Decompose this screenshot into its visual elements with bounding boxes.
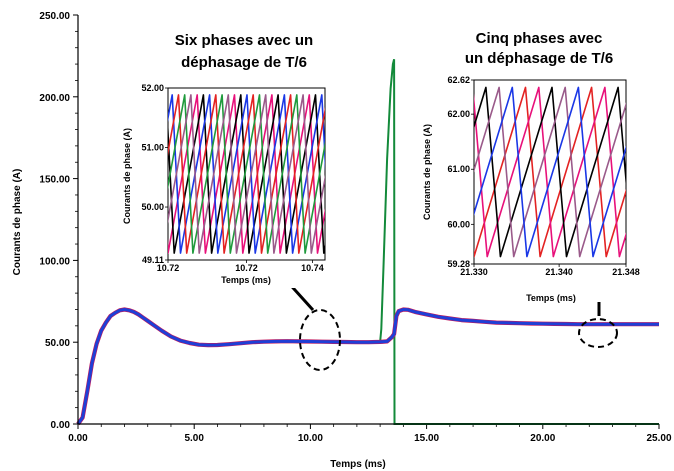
inset-five-series-group — [474, 86, 626, 258]
x-tick-label: 0.00 — [68, 433, 88, 444]
inset-x-tick-label: 10.72 — [157, 263, 180, 273]
inset-phase-wave — [474, 86, 626, 258]
inset-five-plot-frame — [473, 79, 627, 265]
x-tick-label: 10.00 — [298, 433, 323, 444]
annotation-six-line-1: Six phases avec un — [175, 32, 313, 49]
y-tick-label: 0.00 — [51, 420, 71, 431]
series-phase-current-line — [76, 308, 659, 425]
inset-x-tick-label: 21.330 — [460, 267, 488, 277]
annotation-five-line-2: un déphasage de T/6 — [465, 50, 613, 67]
x-tick-label: 25.00 — [646, 433, 671, 444]
inset-phase-wave — [168, 94, 325, 254]
y-tick-label: 100.00 — [39, 256, 70, 267]
annotation-five-line-1: Cinq phases avec — [476, 30, 603, 47]
inset-y-tick-label: 60.00 — [447, 219, 470, 229]
annotation-six-line-2: déphasage de T/6 — [181, 54, 307, 71]
inset-six-series-group — [168, 94, 325, 254]
inset-five-y-title: Courants de phase (A) — [422, 124, 432, 220]
inset-six-x-title: Temps (ms) — [221, 275, 271, 285]
inset-y-tick-label: 59.28 — [447, 259, 470, 269]
main-axis-ticks: 0.00 50.00 100.00 150.00 200.00 250.00 0.00 5.0… — [39, 11, 672, 444]
zoom-ellipse-left — [299, 309, 341, 371]
inset-phase-wave — [168, 94, 325, 254]
y-tick-label: 150.00 — [39, 175, 70, 186]
inset-x-tick-label: 21.340 — [545, 267, 573, 277]
inset-y-tick-label: 61.00 — [447, 164, 470, 174]
inset-y-tick-label: 62.62 — [447, 75, 470, 85]
y-tick-label: 200.00 — [39, 93, 70, 104]
inset-x-tick-label: 21.348 — [612, 267, 640, 277]
annotation-five-phases: Cinq phases avec un déphasage de T/6 — [465, 30, 613, 67]
inset-phase-wave — [474, 86, 626, 258]
inset-y-tick-label: 50.00 — [141, 202, 164, 212]
y-tick-label: 50.00 — [45, 338, 70, 349]
inset-x-tick-label: 10.72 — [235, 263, 258, 273]
y-tick-label: 250.00 — [39, 11, 70, 22]
zoom-ellipse-right — [578, 318, 618, 348]
x-axis-title: Temps (ms) — [330, 459, 385, 470]
inset-phase-wave — [474, 86, 626, 258]
inset-six-y-title: Courants de phase (A) — [122, 128, 132, 224]
x-tick-label: 20.00 — [530, 433, 555, 444]
annotation-six-phases: Six phases avec un déphasage de T/6 — [175, 32, 313, 71]
inset-y-tick-label: 51.00 — [141, 143, 164, 153]
x-tick-label: 15.00 — [414, 433, 439, 444]
inset-y-tick-label: 62.00 — [447, 109, 470, 119]
inset-five-x-title: Temps (ms) — [526, 293, 576, 303]
inset-y-tick-label: 52.00 — [141, 83, 164, 93]
inset-phase-wave — [474, 86, 626, 258]
inset-phase-wave — [474, 86, 626, 258]
inset-x-tick-label: 10.74 — [301, 263, 324, 273]
inset-y-tick-label: 49.11 — [142, 255, 164, 265]
x-tick-label: 5.00 — [184, 433, 204, 444]
y-axis-title: Courants de phase (A) — [12, 169, 23, 276]
